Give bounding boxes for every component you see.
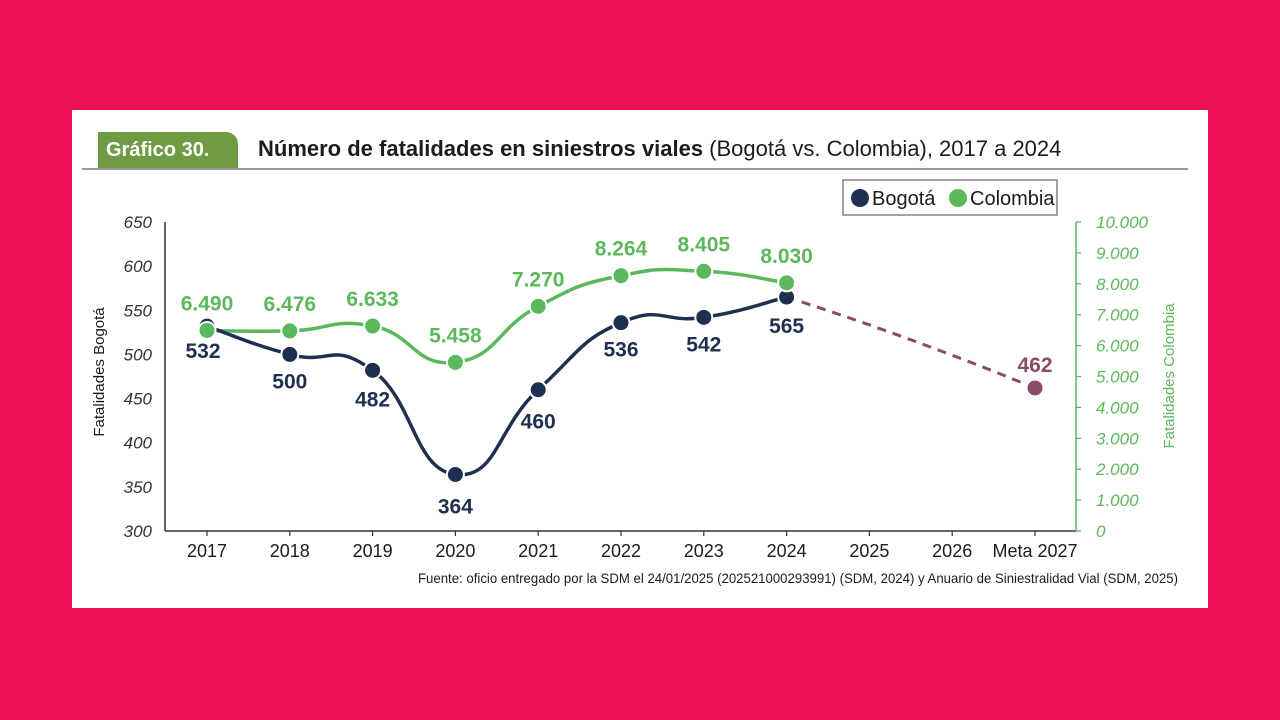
- x-tick-label: 2026: [932, 541, 972, 561]
- legend-colombia-marker: [949, 189, 967, 207]
- chart-title: Número de fatalidades en siniestros vial…: [258, 136, 1061, 162]
- bogota-data-label: 364: [438, 495, 473, 518]
- chart-title-main: Número de fatalidades en siniestros vial…: [258, 136, 704, 161]
- colombia-point: [777, 273, 797, 293]
- bogota-point: [528, 380, 548, 400]
- y-left-tick-label: 600: [124, 257, 153, 276]
- legend-colombia-label: Colombia: [970, 188, 1055, 210]
- bogota-point: [611, 313, 631, 333]
- y-left-tick-label: 400: [124, 434, 153, 453]
- title-divider: [82, 168, 1188, 170]
- chart-title-rest: (Bogotá vs. Colombia), 2017 a 2024: [703, 136, 1062, 161]
- chart-number-badge: Gráfico 30.: [98, 132, 238, 168]
- y-right-tick-label: 4.000: [1096, 398, 1139, 417]
- y-right-tick-label: 10.000: [1096, 213, 1149, 232]
- y-right-tick-label: 3.000: [1096, 429, 1139, 448]
- colombia-point: [528, 296, 548, 316]
- colombia-line: [206, 267, 787, 365]
- colombia-point: [445, 352, 465, 372]
- y-right-tick-label: 8.000: [1096, 275, 1139, 294]
- bogota-point: [280, 344, 300, 364]
- bogota-point: [694, 307, 714, 327]
- colombia-point: [611, 266, 631, 286]
- x-tick-label: 2020: [435, 541, 475, 561]
- target-data-label: 462: [1017, 354, 1052, 377]
- bogota-data-label: 482: [355, 388, 390, 411]
- y-right-tick-label: 1.000: [1096, 491, 1139, 510]
- bogota-data-label: 565: [769, 315, 804, 338]
- y-right-tick-label: 2.000: [1095, 460, 1139, 479]
- x-tick-label: 2021: [518, 541, 558, 561]
- bogota-data-label: 532: [185, 340, 220, 363]
- bogota-data-label: 460: [521, 411, 556, 434]
- y-left-tick-label: 450: [124, 390, 153, 409]
- colombia-data-label: 7.270: [512, 268, 565, 291]
- bogota-point: [445, 464, 465, 484]
- bogota-point: [363, 360, 383, 380]
- y-left-tick-label: 350: [124, 478, 153, 497]
- colombia-data-label: 5.458: [429, 324, 482, 347]
- y-right-tick-label: 7.000: [1096, 306, 1139, 325]
- x-tick-label: 2019: [353, 541, 393, 561]
- y-left-tick-label: 500: [124, 345, 153, 364]
- target-point: [1025, 378, 1045, 398]
- y-right-axis-title: Fatalidades Colombia: [1161, 303, 1178, 449]
- y-right-tick-label: 5.000: [1096, 368, 1139, 387]
- y-left-tick-label: 650: [124, 213, 153, 232]
- bogota-line: [206, 295, 788, 477]
- y-left-tick-label: 550: [124, 301, 153, 320]
- y-left-tick-label: 300: [124, 522, 153, 541]
- y-left-axis-title: Fatalidades Bogotá: [91, 307, 108, 437]
- y-right-tick-label: 6.000: [1096, 337, 1139, 356]
- x-tick-label: 2025: [849, 541, 889, 561]
- x-tick-label: 2017: [187, 541, 227, 561]
- colombia-data-label: 6.633: [346, 288, 399, 311]
- colombia-point: [363, 316, 383, 336]
- legend-bogota-marker: [851, 189, 869, 207]
- bogota-data-label: 536: [603, 339, 638, 362]
- x-tick-label: 2024: [767, 541, 807, 561]
- x-tick-label: 2022: [601, 541, 641, 561]
- colombia-point: [694, 261, 714, 281]
- colombia-data-label: 6.476: [264, 293, 317, 316]
- source-note: Fuente: oficio entregado por la SDM el 2…: [418, 570, 1178, 586]
- colombia-data-label: 8.030: [760, 245, 813, 268]
- bogota-data-label: 542: [686, 333, 721, 356]
- x-tick-label: Meta 2027: [992, 541, 1077, 561]
- colombia-point: [197, 320, 217, 340]
- y-right-tick-label: 9.000: [1096, 244, 1139, 263]
- x-tick-label: 2018: [270, 541, 310, 561]
- bogota-data-label: 500: [272, 370, 307, 393]
- colombia-data-label: 8.405: [678, 233, 731, 256]
- target-dashed-line: [786, 295, 1036, 390]
- colombia-data-label: 8.264: [595, 238, 648, 261]
- colombia-point: [280, 321, 300, 341]
- colombia-data-label: 6.490: [181, 292, 234, 315]
- legend-bogota-label: Bogotá: [872, 188, 936, 210]
- y-right-tick-label: 0: [1096, 522, 1106, 541]
- x-tick-label: 2023: [684, 541, 724, 561]
